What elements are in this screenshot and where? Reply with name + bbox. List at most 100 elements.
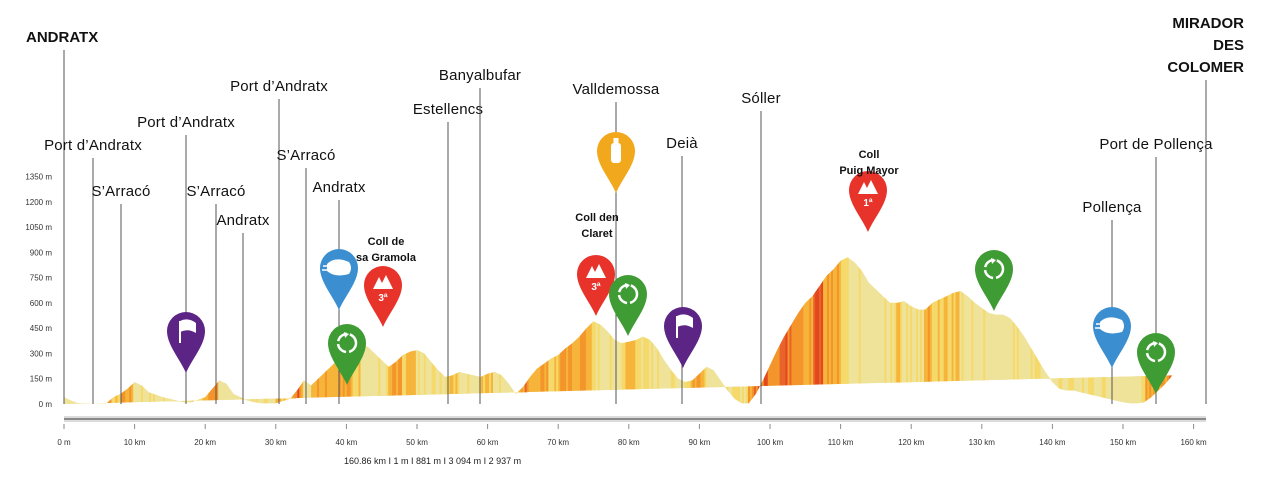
- x-tick-label: 0 m: [57, 438, 71, 447]
- y-tick-label: 750 m: [30, 274, 53, 283]
- gradient-stripe: [516, 257, 519, 404]
- place-label: S’Arracó: [276, 147, 335, 164]
- gradient-stripe: [799, 257, 802, 404]
- gradient-stripe: [1123, 257, 1126, 404]
- gradient-stripe: [927, 257, 931, 404]
- gradient-stripe: [538, 257, 541, 404]
- gradient-stripe: [815, 257, 818, 404]
- gradient-stripe: [172, 257, 175, 404]
- gradient-stripe: [154, 257, 158, 404]
- gradient-stripe: [785, 257, 788, 404]
- gradient-stripe: [712, 257, 715, 404]
- gradient-stripe: [313, 257, 316, 404]
- gradient-stripe: [281, 257, 284, 404]
- gradient-stripe: [1040, 257, 1043, 404]
- gradient-stripe: [738, 257, 741, 404]
- gradient-stripe: [860, 257, 863, 404]
- gradient-stripe: [997, 257, 1000, 404]
- gradient-stripe: [546, 257, 549, 404]
- gradient-stripe: [655, 257, 658, 404]
- gradient-stripe: [251, 257, 255, 404]
- gradient-stripe: [706, 257, 709, 404]
- gradient-stripe: [1046, 257, 1049, 404]
- gradient-stripe: [781, 257, 784, 404]
- gradient-stripe: [196, 257, 199, 404]
- gradient-stripe: [698, 257, 701, 404]
- gradient-stripe: [285, 257, 288, 404]
- gradient-stripe: [627, 257, 630, 404]
- gradient-stripe: [880, 257, 883, 404]
- gradient-stripe: [1197, 60, 1199, 410]
- gradient-stripe: [838, 257, 842, 404]
- gradient-stripe: [127, 257, 130, 404]
- gradient-stripe: [702, 257, 705, 404]
- gradient-stripe: [65, 257, 69, 404]
- gradient-stripe: [67, 257, 71, 404]
- gradient-stripe: [364, 257, 367, 404]
- gradient-stripe: [943, 257, 946, 404]
- x-tick-label: 140 km: [1039, 438, 1066, 447]
- gradient-stripe: [81, 257, 85, 404]
- gradient-stripe: [556, 257, 559, 404]
- gradient-stripe: [653, 257, 656, 404]
- gradient-stripe: [394, 257, 397, 404]
- gradient-stripe: [560, 257, 563, 404]
- gradient-stripe: [823, 257, 826, 404]
- gradient-stripe: [664, 257, 668, 404]
- gradient-stripe: [1181, 60, 1183, 410]
- x-tick-label: 120 km: [898, 438, 925, 447]
- gradient-stripe: [613, 257, 616, 404]
- gradient-stripe: [536, 257, 539, 404]
- gradient-stripe: [131, 257, 134, 404]
- gradient-stripe: [1024, 257, 1027, 404]
- gradient-stripe: [959, 257, 962, 404]
- gradient-stripe: [829, 257, 832, 404]
- gradient-stripe: [1121, 257, 1124, 404]
- gradient-stripe: [514, 257, 517, 404]
- gradient-stripe: [933, 257, 937, 404]
- gradient-stripe: [621, 257, 624, 404]
- gradient-stripe: [149, 257, 152, 404]
- gradient-stripe: [941, 257, 944, 404]
- gradient-stripe: [791, 257, 794, 404]
- gradient-stripe: [380, 257, 383, 404]
- x-tick-label: 160 km: [1180, 438, 1207, 447]
- gradient-stripe: [317, 257, 320, 404]
- gradient-stripe: [842, 257, 846, 404]
- gradient-stripe: [963, 257, 966, 404]
- gradient-stripe: [1127, 257, 1130, 404]
- gradient-stripe: [1117, 257, 1120, 404]
- gradient-stripe: [1175, 60, 1177, 410]
- gradient-stripe: [1074, 257, 1077, 404]
- gradient-stripe: [405, 257, 409, 404]
- gradient-stripe: [113, 257, 116, 404]
- gradient-stripe: [216, 257, 219, 404]
- place-label: Port d’Andratx: [137, 114, 235, 131]
- gradient-stripe: [1183, 60, 1185, 410]
- gradient-stripe: [390, 257, 393, 404]
- gradient-stripe: [402, 257, 405, 404]
- gradient-stripe: [259, 257, 262, 404]
- gradient-stripe: [255, 257, 259, 404]
- x-tick-label: 150 km: [1110, 438, 1137, 447]
- gradient-stripe: [398, 257, 401, 404]
- gradient-stripe: [487, 257, 490, 404]
- gradient-stripe: [504, 257, 508, 404]
- gradient-stripe: [1203, 60, 1205, 410]
- gradient-stripe: [1101, 257, 1105, 404]
- gradient-stripe: [407, 257, 411, 404]
- gradient-stripe: [1068, 257, 1071, 404]
- gradient-stripe: [1022, 257, 1026, 404]
- gradient-stripe: [1097, 257, 1101, 404]
- gradient-stripe: [730, 257, 733, 404]
- gradient-stripe: [263, 257, 266, 404]
- gradient-stripe: [888, 257, 891, 404]
- gradient-stripe: [999, 257, 1002, 404]
- gradient-stripe: [508, 257, 512, 404]
- gradient-stripe: [825, 257, 828, 404]
- gradient-stripe: [904, 257, 907, 404]
- gradient-stripe: [692, 257, 695, 404]
- gradient-stripe: [906, 257, 909, 404]
- gradient-stripe: [672, 257, 676, 404]
- gradient-stripe: [301, 257, 304, 404]
